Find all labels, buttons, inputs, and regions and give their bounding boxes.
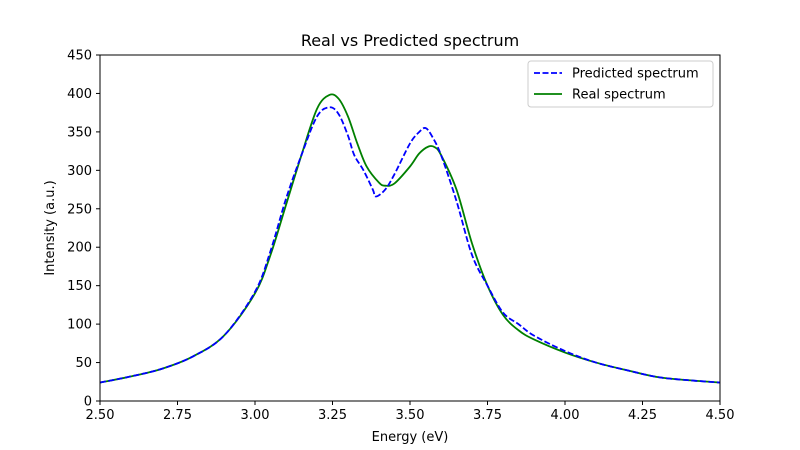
y-tick-label: 150 <box>67 279 92 294</box>
x-tick-label: 3.25 <box>318 408 347 423</box>
y-axis: 0 50 100 150 200 250 300 350 400 450 <box>67 49 100 410</box>
x-tick-label: 4.50 <box>706 408 735 423</box>
x-axis-label: Energy (eV) <box>372 430 449 445</box>
x-tick-label: 3.50 <box>396 408 425 423</box>
real-spectrum-line <box>99 93 721 384</box>
y-tick-label: 200 <box>67 241 92 256</box>
y-tick-label: 100 <box>67 318 92 333</box>
y-tick-label: 0 <box>84 395 92 410</box>
predicted-spectrum-line <box>99 106 721 384</box>
y-tick-label: 300 <box>67 164 92 179</box>
x-tick-label: 2.50 <box>86 408 115 423</box>
x-tick-label: 3.75 <box>473 408 502 423</box>
x-tick-label: 3.00 <box>241 408 270 423</box>
x-tick-label: 4.25 <box>628 408 657 423</box>
x-axis: 2.50 2.75 3.00 3.25 3.50 3.75 4.00 4.25 4.50 <box>86 401 735 423</box>
y-tick-label: 250 <box>67 202 92 217</box>
legend: Predicted spectrum Real spectrum <box>527 60 714 108</box>
y-tick-label: 350 <box>67 125 92 140</box>
legend-label: Predicted spectrum <box>572 67 699 82</box>
chart-title: Real vs Predicted spectrum <box>301 31 519 50</box>
y-tick-label: 50 <box>75 356 92 371</box>
x-tick-label: 2.75 <box>163 408 192 423</box>
series-layer <box>99 93 721 384</box>
x-tick-label: 4.00 <box>551 408 580 423</box>
y-tick-label: 450 <box>67 49 92 64</box>
y-tick-label: 400 <box>67 87 92 102</box>
legend-box <box>527 60 714 108</box>
legend-label: Real spectrum <box>572 88 666 103</box>
plot-frame <box>99 54 721 402</box>
y-axis-label: Intensity (a.u.) <box>43 180 58 275</box>
